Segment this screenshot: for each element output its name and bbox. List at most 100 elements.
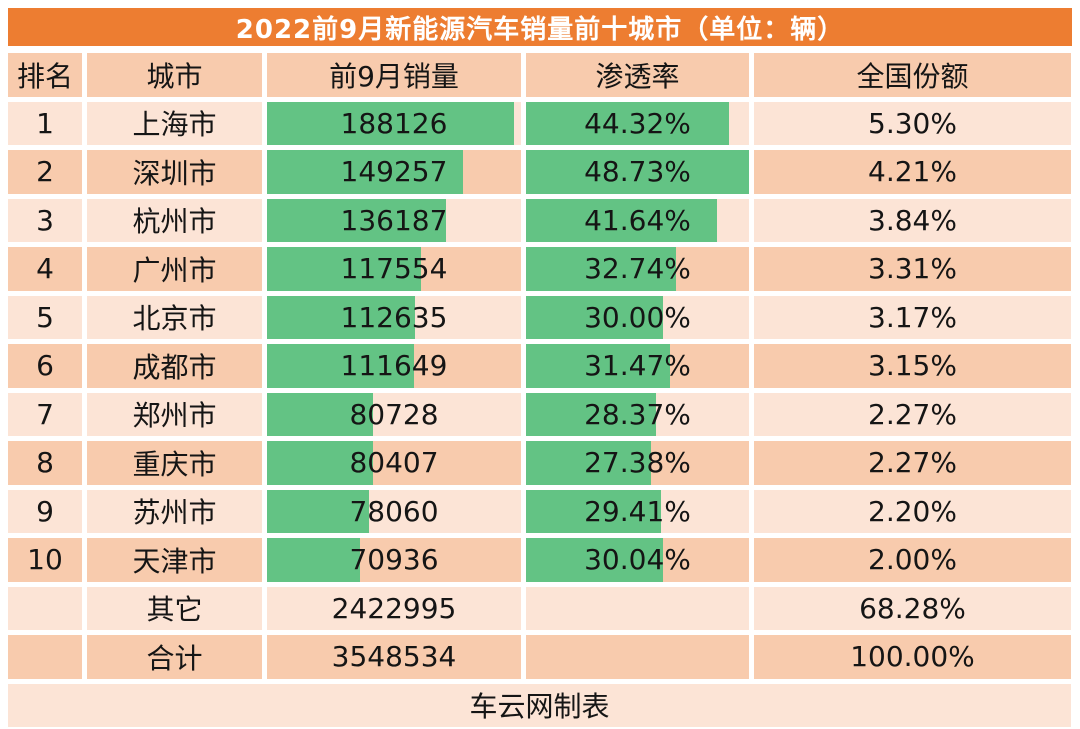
- share-value: 2.00%: [868, 543, 957, 577]
- penetration-value: 48.73%: [584, 155, 691, 189]
- rank-value: 8: [36, 446, 54, 480]
- col-header-penetration: 渗透率: [526, 53, 749, 97]
- penetration-cell: [526, 635, 749, 679]
- penetration-value: 41.64%: [584, 203, 691, 237]
- city-cell: 成都市: [87, 344, 262, 388]
- sales-value: 149257: [340, 155, 448, 189]
- sales-cell: 188126: [267, 101, 521, 145]
- sales-bar: [267, 441, 373, 485]
- rank-cell: 9: [8, 489, 82, 533]
- share-cell: 3.17%: [754, 295, 1071, 339]
- rank-cell: 4: [8, 247, 82, 291]
- sales-value: 80407: [349, 446, 439, 480]
- sales-bar: [267, 150, 463, 194]
- share-value: 3.31%: [868, 252, 957, 286]
- sales-value: 2422995: [331, 591, 457, 625]
- penetration-bar: [526, 198, 717, 242]
- penetration-bar: [526, 101, 729, 145]
- rank-value: 7: [36, 397, 54, 431]
- city-name: 其它: [146, 593, 203, 627]
- penetration-cell: 32.74%: [526, 247, 749, 291]
- sales-cell: 2422995: [267, 586, 521, 630]
- sales-cell: 111649: [267, 344, 521, 388]
- sales-cell: 112635: [267, 295, 521, 339]
- sales-cell: 80728: [267, 392, 521, 436]
- penetration-value: 29.41%: [584, 494, 691, 528]
- sales-cell: 136187: [267, 198, 521, 242]
- rank-cell: 6: [8, 344, 82, 388]
- share-cell: 2.20%: [754, 489, 1071, 533]
- rank-cell: 8: [8, 441, 82, 485]
- penetration-bar: [526, 489, 661, 533]
- sales-cell: 3548534: [267, 635, 521, 679]
- city-name: 郑州市: [132, 399, 217, 433]
- penetration-bar: [526, 392, 656, 436]
- city-cell: 上海市: [87, 101, 262, 145]
- penetration-cell: 41.64%: [526, 198, 749, 242]
- city-name: 北京市: [132, 302, 217, 336]
- rank-cell: 2: [8, 150, 82, 194]
- rank-cell: [8, 635, 82, 679]
- city-cell: 杭州市: [87, 198, 262, 242]
- city-name: 上海市: [132, 108, 217, 142]
- share-value: 4.21%: [868, 155, 957, 189]
- penetration-value: 27.38%: [584, 446, 691, 480]
- penetration-cell: 30.04%: [526, 538, 749, 582]
- city-cell: 北京市: [87, 295, 262, 339]
- penetration-cell: 28.37%: [526, 392, 749, 436]
- city-cell: 合计: [87, 635, 262, 679]
- penetration-cell: 29.41%: [526, 489, 749, 533]
- rank-value: 6: [36, 349, 54, 383]
- rank-value: 3: [36, 203, 54, 237]
- sales-value: 70936: [349, 543, 439, 577]
- share-value: 3.17%: [868, 300, 957, 334]
- penetration-value: 32.74%: [584, 252, 691, 286]
- share-cell: 100.00%: [754, 635, 1071, 679]
- share-value: 3.15%: [868, 349, 957, 383]
- sales-value: 80728: [349, 397, 439, 431]
- share-cell: 3.15%: [754, 344, 1071, 388]
- sales-bar: [267, 198, 446, 242]
- sales-cell: 70936: [267, 538, 521, 582]
- col-header-rank: 排名: [8, 53, 82, 97]
- share-cell: 5.30%: [754, 101, 1071, 145]
- share-value: 3.84%: [868, 203, 957, 237]
- share-cell: 4.21%: [754, 150, 1071, 194]
- penetration-cell: 48.73%: [526, 150, 749, 194]
- share-value: 2.27%: [868, 397, 957, 431]
- city-cell: 重庆市: [87, 441, 262, 485]
- penetration-value: 30.00%: [584, 300, 691, 334]
- penetration-bar: [526, 295, 664, 339]
- table-footer-note: 车云网制表: [8, 683, 1071, 727]
- rank-cell: 7: [8, 392, 82, 436]
- city-name: 重庆市: [132, 447, 217, 481]
- sales-bar: [267, 247, 422, 291]
- rank-value: 9: [36, 494, 54, 528]
- rank-value: 1: [36, 106, 54, 140]
- rank-value: 5: [36, 300, 54, 334]
- title-bar: 2022前9月新能源汽车销量前十城市（单位：辆）: [8, 8, 1072, 46]
- penetration-bar: [526, 538, 664, 582]
- rank-cell: 1: [8, 101, 82, 145]
- share-value: 2.27%: [868, 446, 957, 480]
- city-cell: 郑州市: [87, 392, 262, 436]
- sales-value: 188126: [340, 106, 448, 140]
- city-name: 杭州市: [132, 205, 217, 239]
- rank-value: 4: [36, 252, 54, 286]
- sales-value: 111649: [340, 349, 448, 383]
- share-value: 2.20%: [868, 494, 957, 528]
- share-cell: 3.31%: [754, 247, 1071, 291]
- share-value: 5.30%: [868, 106, 957, 140]
- penetration-cell: 44.32%: [526, 101, 749, 145]
- city-cell: 深圳市: [87, 150, 262, 194]
- city-name: 成都市: [132, 350, 217, 384]
- city-name: 广州市: [132, 253, 217, 287]
- page-title: 2022前9月新能源汽车销量前十城市（单位：辆）: [235, 14, 845, 45]
- sales-table: 排名 城市 前9月销量 渗透率 全国份额 1 上海市 188126 44.32% 5.3…: [8, 53, 1072, 727]
- share-value: 100.00%: [850, 640, 975, 674]
- sales-cell: 117554: [267, 247, 521, 291]
- city-cell: 广州市: [87, 247, 262, 291]
- sales-value: 136187: [340, 203, 448, 237]
- col-header-city: 城市: [87, 53, 262, 97]
- penetration-value: 31.47%: [584, 349, 691, 383]
